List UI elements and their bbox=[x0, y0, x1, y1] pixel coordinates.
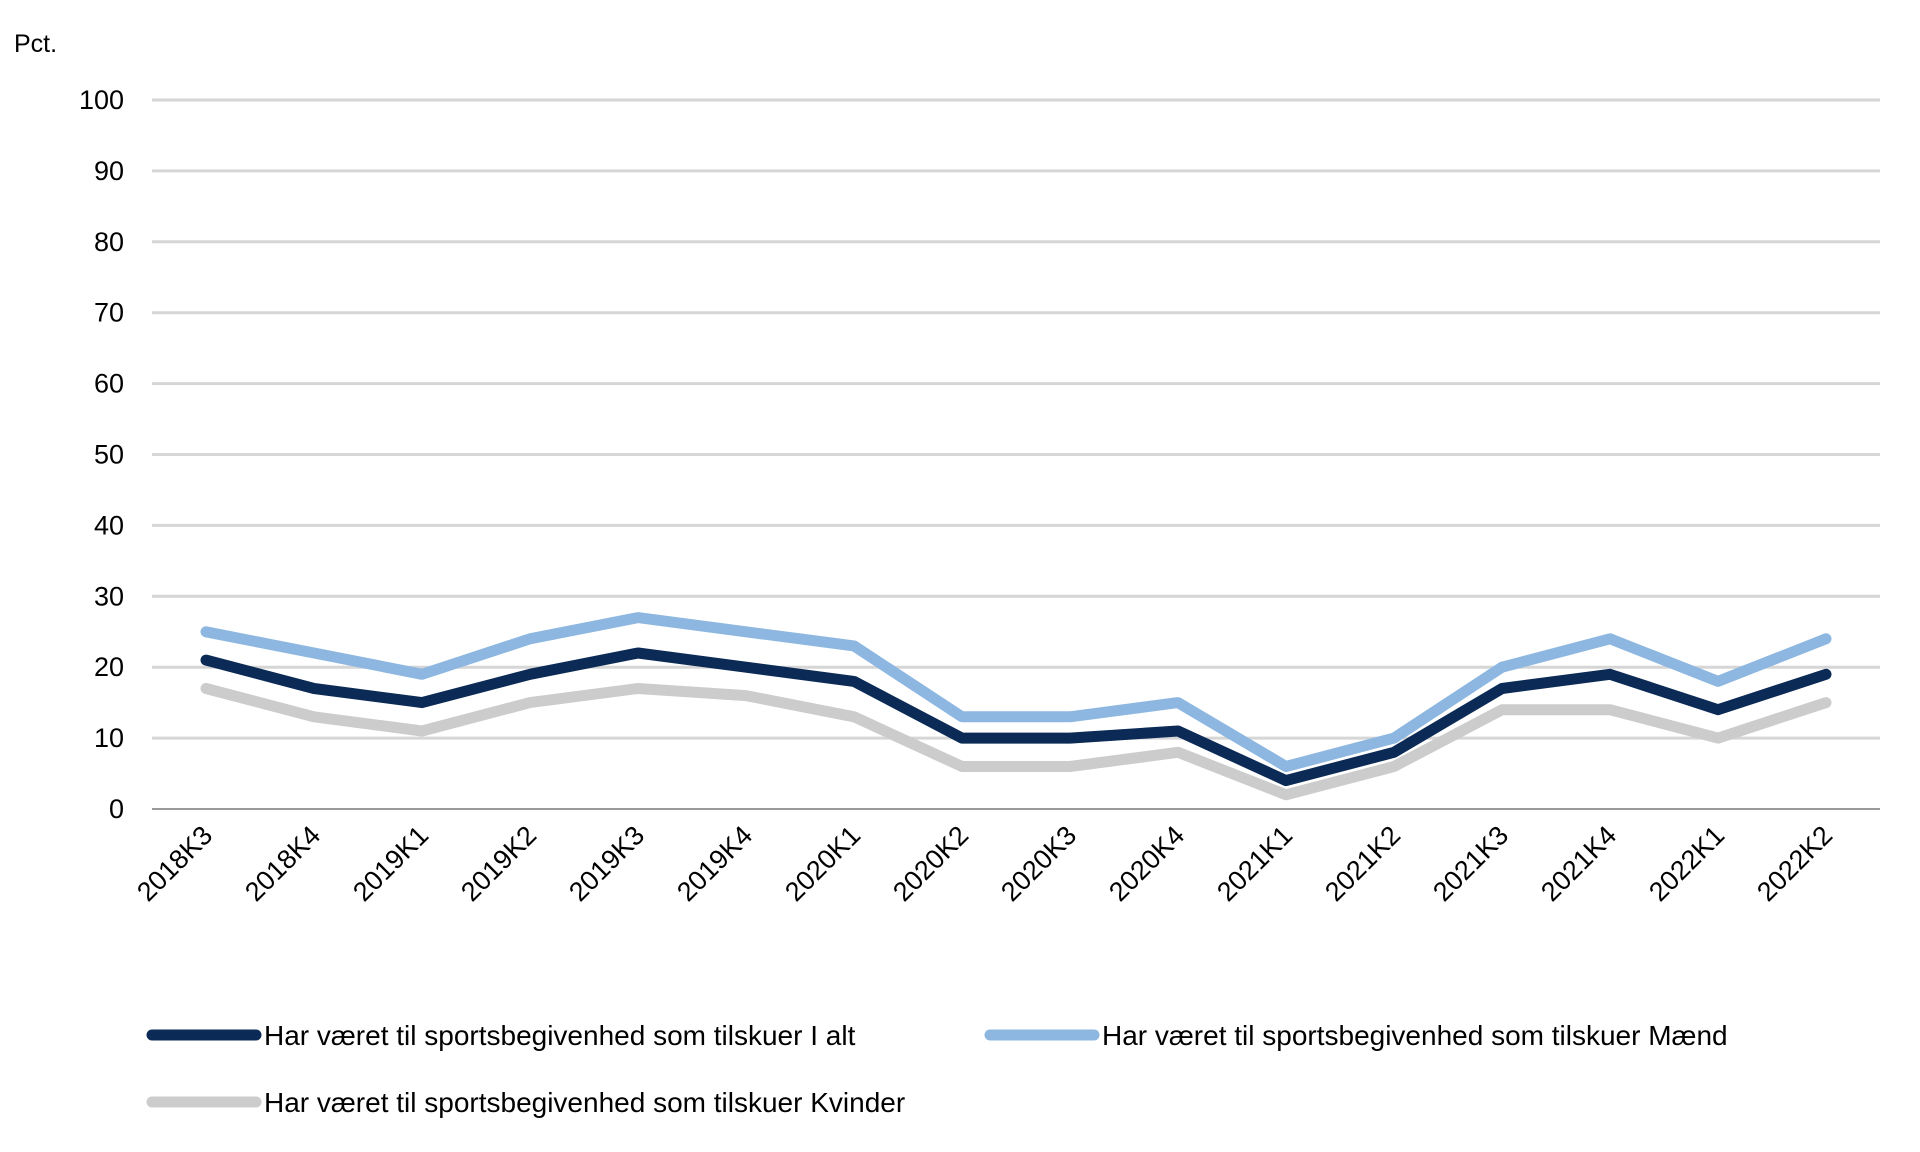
x-tick-label: 2018K4 bbox=[239, 820, 326, 907]
x-tick-label: 2019K2 bbox=[455, 820, 542, 907]
y-tick-label: 90 bbox=[94, 156, 124, 186]
x-tick-label: 2021K4 bbox=[1535, 820, 1622, 907]
legend-label: Har været til sportsbegivenhed som tilsk… bbox=[264, 1087, 905, 1118]
y-tick-label: 10 bbox=[94, 723, 124, 753]
x-tick-label: 2022K1 bbox=[1643, 820, 1730, 907]
y-tick-label: 0 bbox=[109, 794, 124, 824]
series-lines bbox=[200, 612, 1832, 801]
x-tick-label: 2021K2 bbox=[1319, 820, 1406, 907]
x-tick-label: 2020K4 bbox=[1103, 820, 1190, 907]
x-tick-label: 2019K4 bbox=[671, 820, 758, 907]
series-line-0 bbox=[200, 647, 1832, 787]
legend-label: Har været til sportsbegivenhed som tilsk… bbox=[1102, 1020, 1728, 1051]
y-tick-label: 50 bbox=[94, 440, 124, 470]
x-tick-label: 2019K1 bbox=[347, 820, 434, 907]
y-tick-labels: 0 10 20 30 40 50 60 70 80 90 100 bbox=[79, 85, 124, 824]
legend-label: Har været til sportsbegivenhed som tilsk… bbox=[264, 1020, 856, 1051]
y-tick-label: 60 bbox=[94, 369, 124, 399]
y-tick-label: 20 bbox=[94, 652, 124, 682]
x-tick-label: 2020K3 bbox=[995, 820, 1082, 907]
legend: Har været til sportsbegivenhed som tilsk… bbox=[146, 1020, 1728, 1118]
x-tick-label: 2021K3 bbox=[1427, 820, 1514, 907]
x-tick-label: 2019K3 bbox=[563, 820, 650, 907]
y-tick-label: 80 bbox=[94, 227, 124, 257]
y-axis-label: Pct. bbox=[14, 30, 57, 58]
x-tick-labels: 2018K3 2018K4 2019K1 2019K2 2019K3 2019K4 2020… bbox=[131, 820, 1838, 907]
series-line-2 bbox=[200, 683, 1832, 801]
y-tick-label: 30 bbox=[94, 581, 124, 611]
x-tick-label: 2021K1 bbox=[1211, 820, 1298, 907]
x-tick-label: 2022K2 bbox=[1751, 820, 1838, 907]
y-tick-label: 70 bbox=[94, 298, 124, 328]
x-tick-label: 2020K1 bbox=[779, 820, 866, 907]
x-tick-label: 2018K3 bbox=[131, 820, 218, 907]
x-tick-label: 2020K2 bbox=[887, 820, 974, 907]
y-tick-label: 100 bbox=[79, 85, 124, 115]
series-line-1 bbox=[200, 612, 1832, 772]
y-tick-label: 40 bbox=[94, 510, 124, 540]
